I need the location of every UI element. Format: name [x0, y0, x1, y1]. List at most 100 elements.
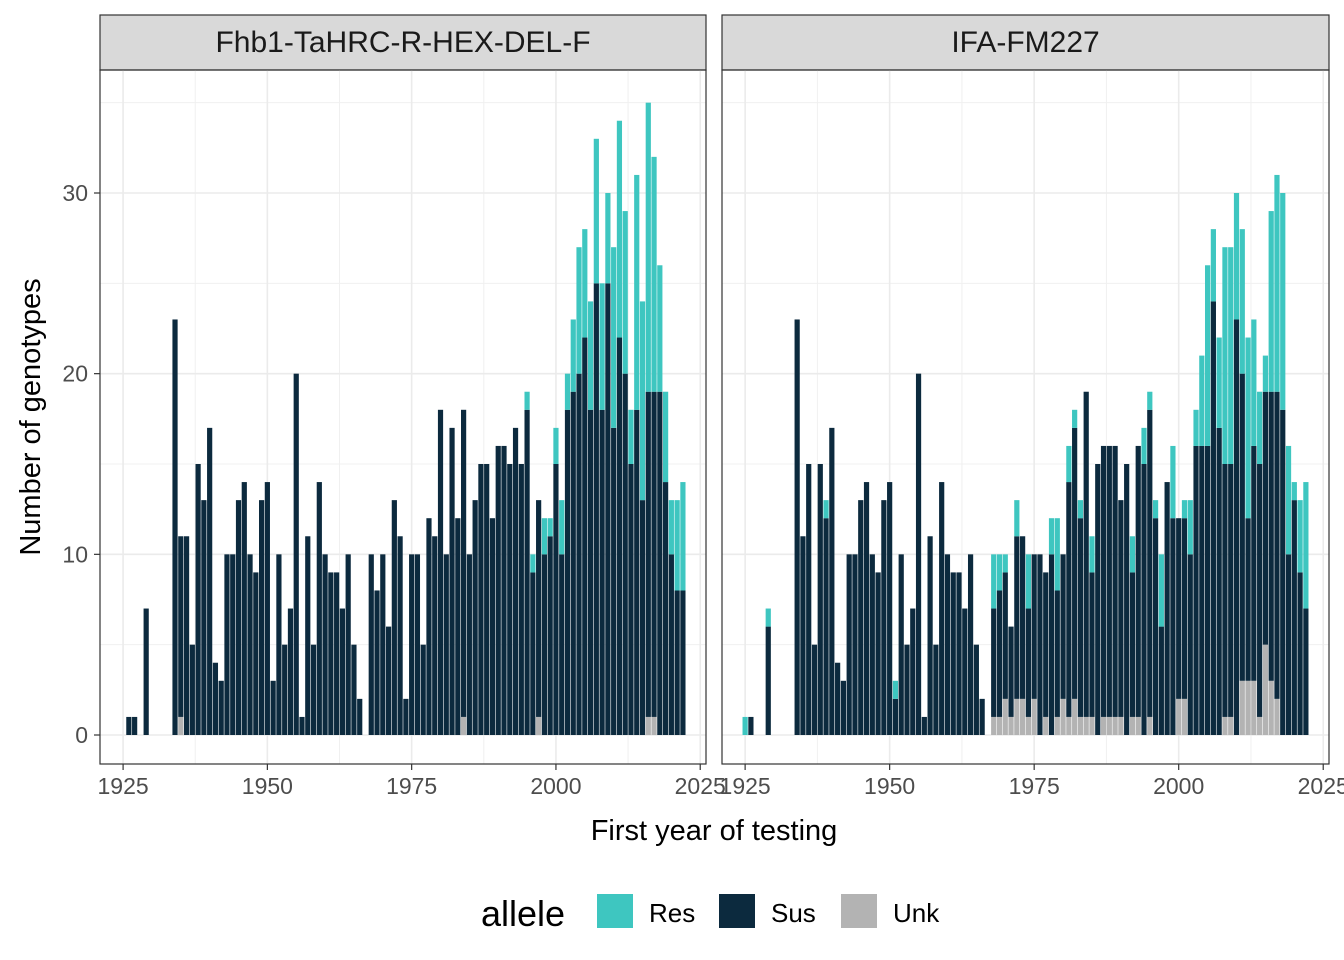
bar-sus — [449, 427, 455, 735]
bar-res — [1181, 500, 1188, 519]
panel-1: Fhb1-TaHRC-R-HEX-DEL-F 1925 1950 1975 2000 2… — [97, 14, 726, 799]
bar-sus — [1228, 464, 1234, 717]
bar-sus — [1297, 572, 1303, 735]
bar-sus — [253, 572, 259, 735]
bar-unk — [1054, 716, 1060, 735]
bar-unk — [1031, 698, 1037, 735]
bar-res — [823, 500, 829, 519]
bar-sus — [385, 626, 392, 735]
bar-sus — [1303, 608, 1309, 735]
bar-sus — [201, 500, 207, 735]
bar-sus — [264, 482, 270, 735]
bar-unk — [1083, 716, 1089, 735]
panel-1-bars — [126, 102, 686, 735]
bar-sus — [576, 373, 582, 735]
x-tick-label: 1975 — [386, 773, 437, 799]
bar-sus — [950, 572, 956, 735]
bar-sus — [817, 464, 823, 735]
y-tick-label: 30 — [62, 180, 88, 206]
bar-sus — [380, 554, 386, 735]
bar-sus — [1077, 518, 1084, 717]
x-tick-label: 1950 — [242, 773, 293, 799]
bar-sus — [478, 464, 484, 735]
bar-sus — [472, 500, 478, 735]
bar-sus — [979, 698, 985, 735]
bar-res — [1233, 193, 1240, 320]
bar-sus — [858, 500, 864, 735]
bar-sus — [587, 409, 594, 735]
bar-sus — [172, 319, 178, 735]
bar-sus — [195, 464, 201, 735]
bar-unk — [996, 716, 1003, 735]
bar-unk — [651, 716, 657, 735]
bar-unk — [1089, 716, 1095, 735]
bar-res — [605, 193, 611, 284]
x-tick-label: 2025 — [1298, 773, 1344, 799]
bar-sus — [501, 445, 507, 735]
bar-sus — [651, 391, 657, 717]
bar-sus — [293, 373, 299, 735]
bar-sus — [276, 554, 282, 735]
bar-res — [1048, 518, 1055, 555]
bar-sus — [212, 662, 219, 735]
bar-sus — [218, 680, 224, 735]
bar-sus — [910, 608, 916, 735]
bar-sus — [391, 500, 397, 735]
bar-sus — [680, 590, 686, 735]
bar-res — [639, 301, 646, 501]
bar-unk — [1014, 698, 1020, 735]
bar-sus — [1066, 482, 1072, 717]
bar-sus — [570, 391, 576, 735]
bar-unk — [1176, 698, 1182, 735]
bar-sus — [674, 590, 680, 735]
bar-res — [576, 247, 582, 374]
bar-unk — [1222, 716, 1228, 735]
bar-sus — [800, 536, 806, 735]
bar-unk — [1106, 716, 1112, 735]
bar-sus — [282, 644, 288, 735]
bar-unk — [1257, 716, 1263, 735]
bar-sus — [1176, 518, 1182, 699]
bar-sus — [368, 554, 374, 735]
bar-sus — [426, 518, 432, 735]
bar-sus — [126, 716, 132, 735]
y-tick-label: 0 — [75, 722, 88, 748]
bar-sus — [322, 554, 328, 735]
bar-res — [611, 247, 617, 428]
x-tick-label: 1925 — [97, 773, 148, 799]
bar-sus — [189, 644, 195, 735]
bar-res — [1089, 536, 1095, 573]
bar-unk — [461, 716, 467, 735]
panel-1-border — [99, 69, 707, 765]
bar-res — [1072, 409, 1078, 428]
bar-sus — [1152, 518, 1159, 735]
bar-unk — [178, 716, 184, 735]
bar-res — [541, 518, 547, 555]
bar-sus — [962, 608, 968, 735]
bar-sus — [316, 482, 322, 735]
bar-unk — [1262, 644, 1269, 735]
bar-res — [1303, 482, 1309, 609]
bar-sus — [1072, 427, 1078, 699]
bar-res — [1257, 391, 1263, 464]
bar-sus — [1083, 391, 1089, 717]
bar-res — [622, 211, 628, 374]
bar-sus — [944, 554, 951, 735]
bar-res — [1158, 554, 1164, 627]
bar-sus — [1002, 572, 1008, 699]
bar-unk — [1147, 716, 1153, 735]
bar-res — [1210, 229, 1216, 302]
bar-unk — [1181, 698, 1188, 735]
bar-unk — [1129, 716, 1136, 735]
bar-res — [680, 482, 686, 591]
bar-sus — [1014, 536, 1020, 699]
bar-res — [1268, 211, 1274, 392]
y-tick-label: 10 — [62, 541, 88, 567]
bar-sus — [1089, 572, 1095, 717]
bar-unk — [645, 716, 651, 735]
bar-sus — [1135, 445, 1141, 717]
bar-sus — [823, 518, 829, 735]
bar-res — [547, 518, 553, 537]
bar-sus — [1112, 445, 1118, 717]
